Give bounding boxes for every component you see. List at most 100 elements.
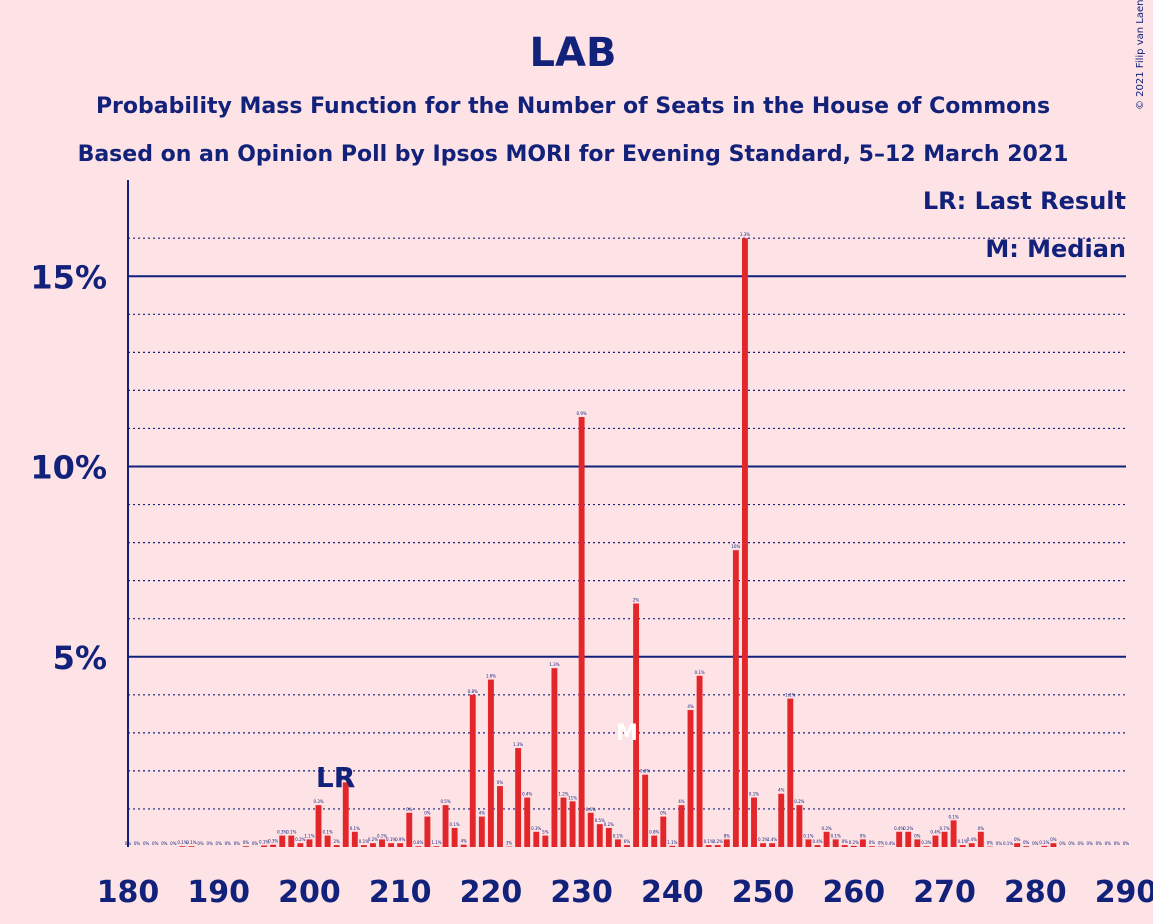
chart-title: LAB [530, 30, 617, 76]
bar-seat-273 [968, 843, 975, 847]
x-tick-label: 250 [732, 875, 795, 910]
bar-seat-211 [406, 812, 413, 847]
bar-label-seat-269: 0.4% [930, 830, 940, 835]
bar-label-seat-256: 0.4% [812, 839, 822, 844]
bar-seat-252 [778, 793, 785, 847]
bar-seat-203 [333, 845, 340, 847]
bar-label-seat-282: 0% [1050, 837, 1057, 842]
bar-seat-213 [424, 816, 431, 847]
bar-label-seat-205: 0.1% [350, 826, 360, 831]
bar-seat-247 [732, 550, 739, 847]
bar-seat-195 [261, 845, 268, 847]
bar-seat-232 [596, 824, 603, 847]
bar-label-seat-266: 0.2% [903, 826, 913, 831]
bar-label-seat-230: 0.9% [577, 411, 587, 416]
x-tick-label: 190 [187, 875, 250, 910]
bar-seat-207 [370, 843, 376, 847]
bar-label-seat-216: 0.1% [450, 822, 460, 827]
bar-label-seat-190: 0% [216, 841, 223, 846]
bar-seat-238 [651, 835, 658, 847]
bar-label-seat-286: 0% [1087, 841, 1094, 846]
bar-label-seat-238: 0.8% [649, 830, 659, 835]
bar-seat-236 [633, 603, 640, 847]
chart-subtitle-2: Based on an Opinion Poll by Ipsos MORI f… [78, 142, 1069, 167]
bar-seat-272 [959, 845, 966, 847]
bar-seat-269 [932, 835, 939, 847]
bar-label-seat-241: 4% [678, 799, 685, 804]
bar-label-seat-287: 0% [1096, 841, 1103, 846]
bar-label-seat-210: 0.9% [395, 837, 405, 842]
bar-seat-229 [569, 801, 576, 847]
bar-seat-198 [288, 835, 295, 847]
bar-label-seat-214: 1.1% [431, 840, 441, 845]
bar-label-seat-203: 2% [333, 839, 340, 844]
bar-seat-216 [451, 827, 458, 847]
bar-label-seat-182: 0% [143, 841, 150, 846]
bar-label-seat-229: 11% [568, 795, 577, 800]
bar-seat-241 [678, 805, 685, 847]
bar-label-seat-198: 0.1% [286, 830, 296, 835]
bar-label-seat-228: 1.2% [558, 792, 568, 797]
bar-seat-215 [442, 805, 449, 847]
bar-label-seat-222: 3% [506, 841, 513, 846]
bar-seat-282 [1050, 843, 1057, 847]
bar-seat-239 [660, 816, 667, 847]
bar-seat-227 [551, 668, 558, 847]
bar-label-seat-258: 0.1% [831, 833, 841, 838]
bar-seat-201 [315, 805, 322, 847]
bar-label-seat-226: 5% [542, 830, 549, 835]
bar-label-seat-207: 0.2% [368, 837, 378, 842]
bar-seat-205 [351, 831, 358, 847]
legend-last-result: LR: Last Result [923, 187, 1126, 215]
bar-label-seat-252: 4% [778, 788, 785, 793]
bar-seat-221 [497, 786, 503, 847]
x-tick-label: 270 [913, 875, 976, 910]
bar-seat-267 [914, 839, 921, 847]
bar-label-seat-232: 0.5% [595, 818, 605, 823]
bar-seat-212 [415, 846, 422, 847]
bar-label-seat-217: 4% [461, 839, 468, 844]
bar-seat-266 [905, 831, 912, 847]
bar-label-seat-211: 0% [406, 807, 413, 812]
bar-label-seat-215: 0.5% [440, 799, 450, 804]
bar-label-seat-277: 0.1% [1003, 841, 1013, 846]
bar-label-seat-225: 0.3% [531, 826, 541, 831]
bar-seat-220 [487, 679, 494, 847]
bar-label-seat-237: 0.3% [640, 769, 650, 774]
bar-label-seat-289: 0% [1114, 841, 1121, 846]
bar-label-seat-263: 0% [878, 841, 885, 846]
x-tick-label: 230 [550, 875, 613, 910]
bar-label-seat-245: 0.2% [713, 839, 723, 844]
x-tick-labels: 180 190 200 210 220 230 240 250 260 270 280 290 [97, 875, 1153, 910]
bar-label-seat-181: 0% [134, 841, 141, 846]
bar-seat-226 [542, 835, 549, 847]
bar-label-seat-264: 0.4% [885, 841, 895, 846]
bar-label-seat-247: 16% [731, 544, 740, 549]
bar-label-seat-192: 0% [234, 841, 241, 846]
bar-seat-206 [360, 845, 367, 847]
bar-label-seat-275: 0% [987, 841, 994, 846]
bar-label-seat-274: 0% [978, 826, 985, 831]
bar-label-seat-244: 0.1% [704, 839, 714, 844]
bar-seat-256 [814, 845, 821, 847]
last-result-marker: LR [316, 761, 355, 794]
bar-label-seat-250: 0.1% [758, 837, 768, 842]
bar-seat-214 [433, 846, 440, 847]
grid-lines [128, 237, 1126, 810]
bar-seat-235 [624, 845, 630, 847]
x-tick-label: 210 [369, 875, 432, 910]
bar-label-seat-272: 0.1% [958, 839, 968, 844]
bar-label-seat-194: 0% [252, 841, 259, 846]
bar-label-seat-197: 0.3% [277, 830, 287, 835]
bar-label-seat-242: 4% [687, 704, 694, 709]
bar-value-labels: 0%0%0%0%0%0%0.1%0.1%0%0%0%0%0%0%0%0.1%0.… [125, 232, 1130, 846]
x-tick-label: 220 [460, 875, 523, 910]
bar-seat-246 [723, 839, 730, 847]
bar-seat-271 [950, 820, 957, 847]
bar-label-seat-278: 0% [1014, 837, 1021, 842]
bar-label-seat-273: 0.4% [967, 837, 977, 842]
bar-seat-225 [533, 831, 540, 847]
bar-seat-255 [805, 839, 812, 847]
bar-seat-240 [669, 845, 676, 847]
